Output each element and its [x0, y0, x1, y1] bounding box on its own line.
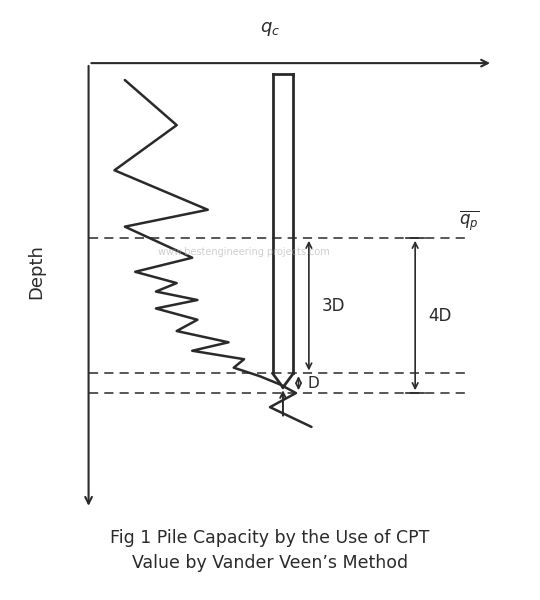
Text: Fig 1 Pile Capacity by the Use of CPT
Value by Vander Veen’s Method: Fig 1 Pile Capacity by the Use of CPT Va…	[110, 529, 430, 572]
Text: 4D: 4D	[428, 307, 451, 325]
Text: 3D: 3D	[322, 296, 346, 314]
Text: $q_c$: $q_c$	[260, 20, 280, 38]
Text: D: D	[307, 376, 319, 391]
Text: Depth: Depth	[28, 244, 46, 299]
Text: www.bestengineering projects.com: www.bestengineering projects.com	[158, 247, 330, 257]
Text: $\overline{q_p}$: $\overline{q_p}$	[460, 209, 480, 233]
